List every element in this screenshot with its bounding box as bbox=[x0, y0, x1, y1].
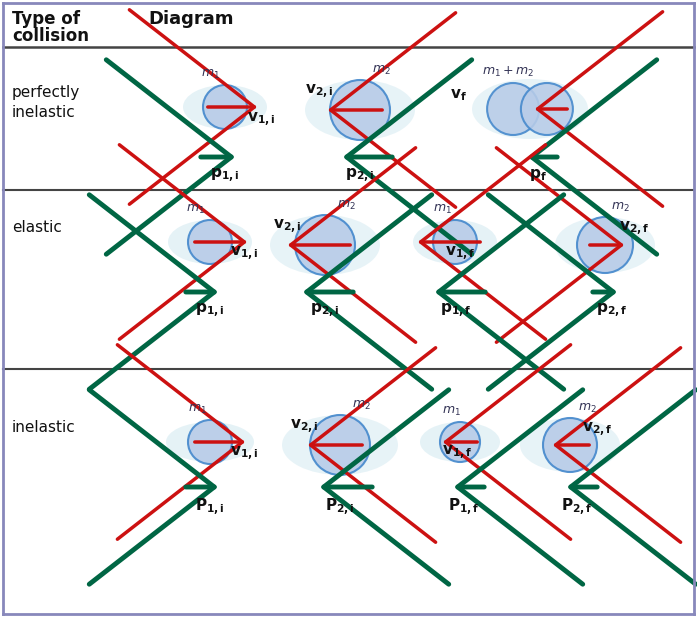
Circle shape bbox=[521, 83, 573, 135]
Text: $\mathbf{p_{1,i}}$: $\mathbf{p_{1,i}}$ bbox=[195, 302, 224, 320]
Text: $\mathbf{v_{2,f}}$: $\mathbf{v_{2,f}}$ bbox=[619, 220, 650, 238]
Text: $m_2$: $m_2$ bbox=[372, 64, 391, 77]
Text: $\mathbf{P_{2,i}}$: $\mathbf{P_{2,i}}$ bbox=[325, 497, 355, 518]
Text: $\mathbf{v_{1,i}}$: $\mathbf{v_{1,i}}$ bbox=[230, 445, 259, 463]
Text: $\mathbf{p_{2,f}}$: $\mathbf{p_{2,f}}$ bbox=[597, 302, 628, 320]
Ellipse shape bbox=[555, 217, 655, 273]
Text: $m_1 + m_2$: $m_1 + m_2$ bbox=[482, 65, 534, 79]
Text: perfectly
inelastic: perfectly inelastic bbox=[12, 85, 80, 120]
Ellipse shape bbox=[413, 220, 497, 264]
Text: $\mathbf{v_f}$: $\mathbf{v_f}$ bbox=[450, 87, 467, 102]
Text: $\mathbf{p_{1,f}}$: $\mathbf{p_{1,f}}$ bbox=[441, 302, 472, 320]
Text: inelastic: inelastic bbox=[12, 420, 76, 435]
Text: Type of: Type of bbox=[12, 10, 80, 28]
Text: $m_1$: $m_1$ bbox=[188, 403, 207, 416]
Circle shape bbox=[310, 415, 370, 475]
Text: $\mathbf{p_{1,i}}$: $\mathbf{p_{1,i}}$ bbox=[210, 167, 240, 185]
Ellipse shape bbox=[420, 422, 500, 462]
Text: $\mathbf{P_{1,i}}$: $\mathbf{P_{1,i}}$ bbox=[195, 497, 225, 518]
Ellipse shape bbox=[270, 215, 380, 275]
Text: $m_2$: $m_2$ bbox=[611, 201, 630, 214]
Text: $m_2$: $m_2$ bbox=[337, 199, 355, 212]
Text: $m_1$: $m_1$ bbox=[433, 203, 452, 216]
Text: $\mathbf{v_{1,f}}$: $\mathbf{v_{1,f}}$ bbox=[442, 444, 473, 462]
Text: $\mathbf{P_{2,f}}$: $\mathbf{P_{2,f}}$ bbox=[561, 497, 593, 518]
Text: $m_1$: $m_1$ bbox=[186, 203, 205, 216]
Text: $m_1$: $m_1$ bbox=[201, 68, 220, 81]
Text: $\mathbf{v_{2,i}}$: $\mathbf{v_{2,i}}$ bbox=[305, 83, 333, 101]
Ellipse shape bbox=[472, 79, 588, 139]
Circle shape bbox=[440, 422, 480, 462]
Text: $\mathbf{p_f}$: $\mathbf{p_f}$ bbox=[529, 167, 547, 183]
Text: $\mathbf{P_{1,f}}$: $\mathbf{P_{1,f}}$ bbox=[448, 497, 480, 518]
Text: $\mathbf{v_{2,i}}$: $\mathbf{v_{2,i}}$ bbox=[290, 418, 319, 436]
Ellipse shape bbox=[305, 80, 415, 140]
Text: $\mathbf{p_{2,i}}$: $\mathbf{p_{2,i}}$ bbox=[345, 167, 375, 185]
Circle shape bbox=[487, 83, 539, 135]
Text: Diagram: Diagram bbox=[148, 10, 233, 28]
Circle shape bbox=[203, 85, 247, 129]
Ellipse shape bbox=[166, 422, 254, 462]
Circle shape bbox=[330, 80, 390, 140]
Ellipse shape bbox=[168, 220, 252, 264]
Text: $m_2$: $m_2$ bbox=[352, 399, 371, 412]
Ellipse shape bbox=[188, 420, 232, 464]
Text: $\mathbf{v_{1,i}}$: $\mathbf{v_{1,i}}$ bbox=[247, 111, 275, 130]
Text: $m_1$: $m_1$ bbox=[442, 405, 461, 418]
Text: $\mathbf{p_{2,i}}$: $\mathbf{p_{2,i}}$ bbox=[310, 302, 339, 320]
Circle shape bbox=[433, 220, 477, 264]
Circle shape bbox=[188, 220, 232, 264]
Text: $\mathbf{v_{1,f}}$: $\mathbf{v_{1,f}}$ bbox=[445, 245, 475, 263]
Ellipse shape bbox=[282, 415, 398, 475]
Text: $m_2$: $m_2$ bbox=[578, 402, 597, 415]
Circle shape bbox=[577, 217, 633, 273]
Ellipse shape bbox=[183, 85, 267, 129]
Text: $\mathbf{v_{1,i}}$: $\mathbf{v_{1,i}}$ bbox=[230, 245, 259, 263]
Text: $\mathbf{v_{2,f}}$: $\mathbf{v_{2,f}}$ bbox=[582, 421, 613, 439]
Ellipse shape bbox=[520, 418, 620, 472]
Circle shape bbox=[543, 418, 597, 472]
Text: elastic: elastic bbox=[12, 220, 62, 235]
Text: collision: collision bbox=[12, 27, 89, 45]
Text: $\mathbf{v_{2,i}}$: $\mathbf{v_{2,i}}$ bbox=[273, 218, 301, 236]
Circle shape bbox=[295, 215, 355, 275]
